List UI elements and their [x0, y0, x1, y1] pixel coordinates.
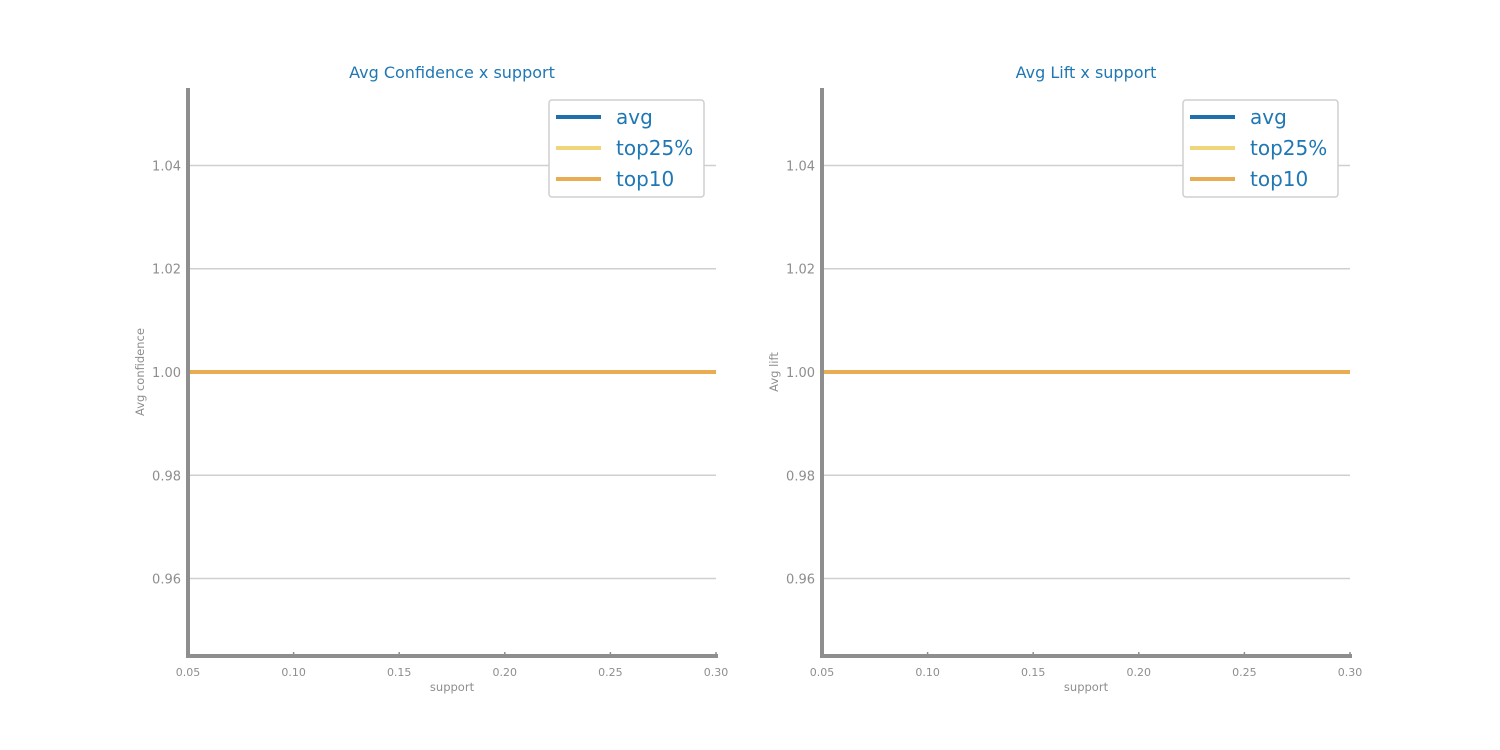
x-tick-label: 0.10 [915, 666, 940, 679]
legend-label-avg: avg [616, 105, 653, 129]
x-axis-label: support [1064, 680, 1109, 694]
x-tick-label: 0.20 [1127, 666, 1152, 679]
legend-label-top10: top10 [1250, 167, 1308, 191]
chart-1: 0.96 0.98 1.00 1.02 1.04 0.05 0.10 0.15 0.20 0.25… [133, 63, 728, 694]
legend-label-top25%: top25% [616, 136, 693, 160]
chart-title: Avg Lift x support [1016, 63, 1157, 82]
legend-label-top10: top10 [616, 167, 674, 191]
legend [548, 99, 705, 198]
y-tick-label: 0.98 [152, 469, 181, 484]
x-tick-label: 0.25 [598, 666, 623, 679]
legend-label-avg: avg [1250, 105, 1287, 129]
x-tick-label: 0.30 [1338, 666, 1363, 679]
y-tick-label: 0.98 [786, 469, 815, 484]
chart-2: 0.96 0.98 1.00 1.02 1.04 0.05 0.10 0.15 0.20 0.25… [767, 63, 1362, 694]
x-tick-label: 0.30 [704, 666, 729, 679]
x-tick-label: 0.15 [387, 666, 412, 679]
y-tick-label: 0.96 [786, 573, 815, 588]
x-tick-label: 0.25 [1232, 666, 1257, 679]
y-tick-label: 1.00 [786, 366, 815, 381]
x-tick-label: 0.10 [281, 666, 306, 679]
x-tick-label: 0.05 [176, 666, 201, 679]
y-tick-label: 1.02 [786, 263, 815, 278]
legend-label-top25%: top25% [1250, 136, 1327, 160]
y-tick-label: 0.96 [152, 573, 181, 588]
y-tick-label: 1.04 [786, 159, 815, 174]
y-axis-label: Avg lift [767, 352, 781, 392]
x-axis-label: support [430, 680, 475, 694]
y-axis-label: Avg confidence [133, 328, 147, 416]
x-tick-label: 0.15 [1021, 666, 1046, 679]
x-tick-label: 0.05 [810, 666, 835, 679]
x-tick-label: 0.20 [493, 666, 518, 679]
y-tick-label: 1.02 [152, 263, 181, 278]
legend [1182, 99, 1339, 198]
y-tick-label: 1.00 [152, 366, 181, 381]
y-tick-label: 1.04 [152, 159, 181, 174]
chart-title: Avg Confidence x support [349, 63, 555, 82]
